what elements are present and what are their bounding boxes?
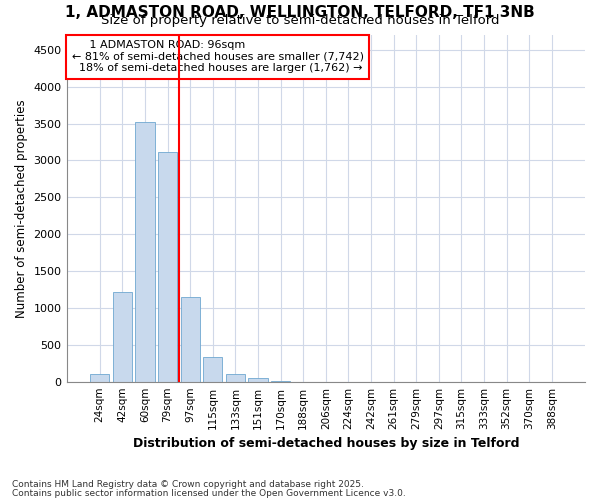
Text: 1 ADMASTON ROAD: 96sqm
← 81% of semi-detached houses are smaller (7,742)
  18% o: 1 ADMASTON ROAD: 96sqm ← 81% of semi-det… [72,40,364,74]
X-axis label: Distribution of semi-detached houses by size in Telford: Distribution of semi-detached houses by … [133,437,519,450]
Bar [248,378,268,382]
Bar [113,292,132,382]
Bar [203,356,223,382]
Bar [136,122,155,382]
Text: 1, ADMASTON ROAD, WELLINGTON, TELFORD, TF1 3NB: 1, ADMASTON ROAD, WELLINGTON, TELFORD, T… [65,5,535,20]
Bar [226,374,245,382]
Text: Contains public sector information licensed under the Open Government Licence v3: Contains public sector information licen… [12,488,406,498]
Text: Contains HM Land Registry data © Crown copyright and database right 2025.: Contains HM Land Registry data © Crown c… [12,480,364,489]
Bar [90,374,109,382]
Y-axis label: Number of semi-detached properties: Number of semi-detached properties [15,99,28,318]
Text: Size of property relative to semi-detached houses in Telford: Size of property relative to semi-detach… [101,14,499,27]
Bar [158,152,177,382]
Bar [271,380,290,382]
Bar [181,297,200,382]
